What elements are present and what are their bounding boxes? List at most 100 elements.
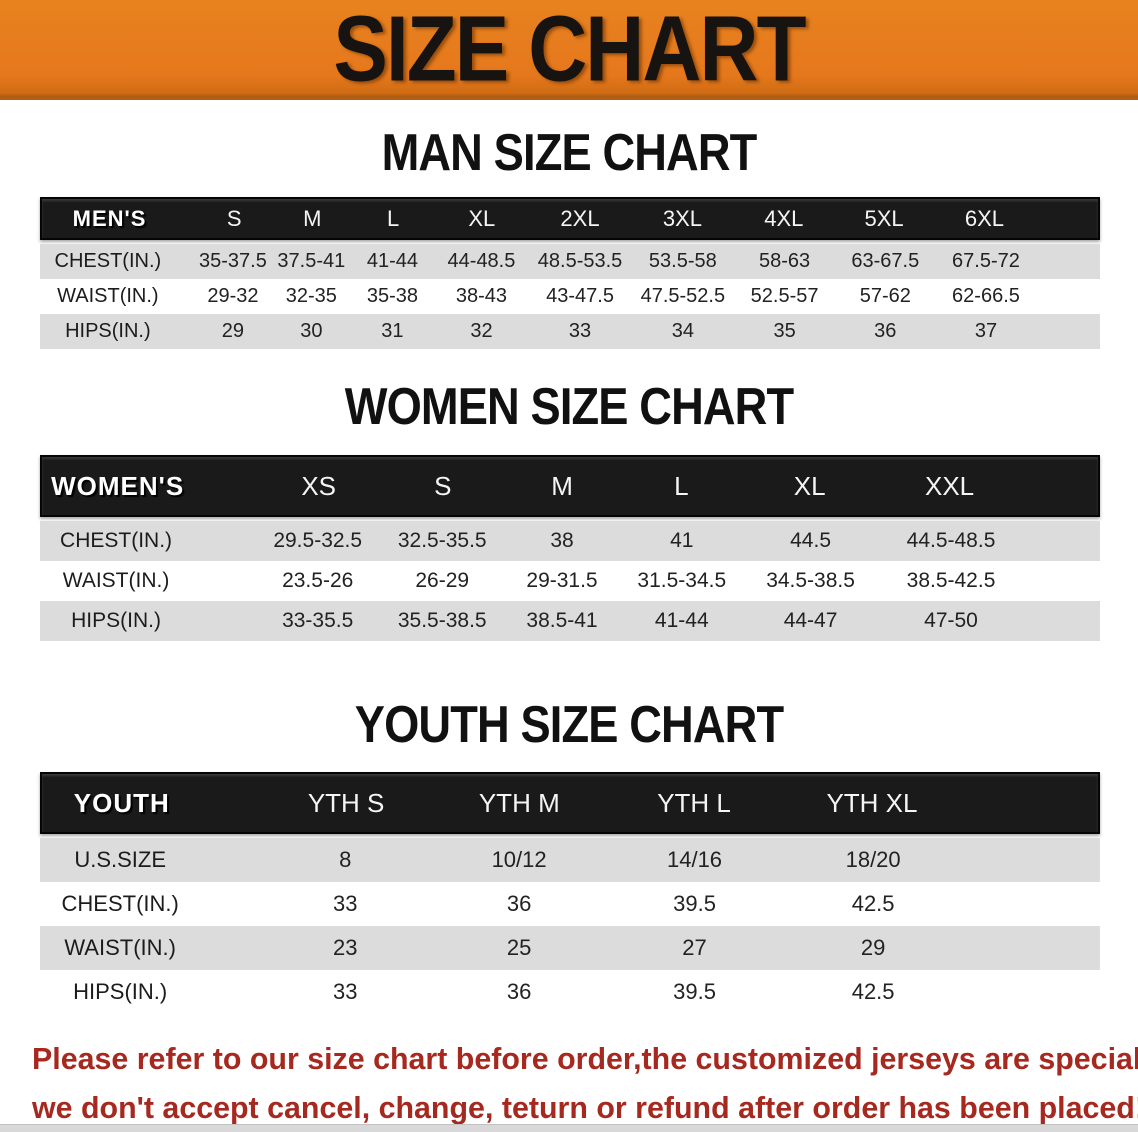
column-header-xs: XS: [301, 470, 336, 501]
row-label: WAIST(IN.): [57, 285, 159, 307]
youth-header-bar: YOUTH YTH S YTH M YTH L YTH XL: [40, 772, 1100, 834]
column-header-yth-m: YTH M: [478, 787, 560, 818]
size-value-cell: 38: [550, 529, 574, 552]
size-value-cell: 33: [333, 891, 358, 916]
size-value-cell: 33-35.5: [282, 609, 354, 632]
column-header-3xl: 3XL: [662, 205, 702, 231]
column-header-2xl: 2XL: [560, 205, 600, 231]
size-value-cell: 39.5: [673, 979, 716, 1004]
size-value-cell: 26-29: [415, 569, 470, 592]
row-label: WAIST(IN.): [62, 569, 170, 592]
size-value-cell: 18/20: [845, 847, 901, 872]
size-value-cell: 67.5-72: [952, 250, 1020, 272]
size-value-cell: 52.5-57: [750, 285, 819, 307]
size-value-cell: 63-67.5: [851, 250, 920, 272]
size-value-cell: 23.5-26: [282, 569, 354, 592]
men-s-header-bar: MEN'S S M L XL 2XL 3XL 4XL 5XL 6XL: [40, 197, 1100, 240]
size-value-cell: 36: [506, 979, 532, 1004]
column-header-xl: XL: [793, 470, 826, 501]
size-value-cell: 42.5: [851, 979, 895, 1004]
size-value-cell: 31: [381, 320, 404, 342]
column-header-l: L: [386, 205, 400, 231]
size-value-cell: 44-47: [783, 609, 838, 632]
size-value-cell: 47-50: [924, 609, 978, 632]
size-value-cell: 25: [506, 935, 532, 960]
size-value-cell: 43-47.5: [546, 285, 614, 307]
row-label: HIPS(IN.): [65, 320, 151, 342]
row-label: CHEST(IN.): [60, 529, 173, 552]
men-s-hips-in-row: HIPS(IN.) 29 30 31 32 33 34 35 36 37: [40, 314, 1100, 349]
youth-hips-in-row: HIPS(IN.) 33 36 39.5 42.5: [40, 970, 1100, 1014]
size-value-cell: 35: [773, 320, 796, 342]
women-s-waist-in-row: WAIST(IN.) 23.5-26 26-29 29-31.5 31.5-34.5 34…: [40, 561, 1100, 601]
order-disclaimer: Please refer to our size chart before or…: [0, 1034, 1138, 1132]
column-header-yth-xl: YTH XL: [826, 787, 918, 818]
size-value-cell: 42.5: [851, 891, 895, 916]
size-value-cell: 32.5-35.5: [397, 529, 487, 552]
row-label: U.S.SIZE: [74, 847, 167, 872]
disclaimer-line-1: Please refer to our size chart before or…: [32, 1041, 1138, 1076]
column-header-m: M: [303, 205, 322, 231]
size-value-cell: 32: [470, 320, 493, 342]
column-header-5xl: 5XL: [864, 205, 904, 231]
row-label: CHEST(IN.): [54, 250, 162, 272]
men-s-waist-in-row: WAIST(IN.) 29-32 32-35 35-38 38-43 43-47.5 47.…: [40, 279, 1100, 314]
column-header-6xl: 6XL: [964, 205, 1004, 231]
size-value-cell: 48.5-53.5: [537, 250, 623, 272]
size-value-cell: 29: [860, 935, 886, 960]
column-header-m: M: [551, 470, 573, 501]
row-label: HIPS(IN.): [71, 609, 161, 632]
men-s-table-label: MEN'S: [72, 205, 147, 231]
size-value-cell: 57-62: [859, 285, 911, 307]
men-s-chest-in-row: CHEST(IN.) 35-37.5 37.5-41 41-44 44-48.5 48.5…: [40, 244, 1100, 279]
banner-title: SIZE CHART: [333, 0, 806, 101]
size-value-cell: 23: [333, 935, 358, 960]
column-header-s: S: [226, 205, 242, 231]
size-chart-banner: SIZE CHART: [0, 0, 1138, 100]
size-value-cell: 35.5-38.5: [397, 609, 487, 632]
men-size-table: MEN'S S M L XL 2XL 3XL 4XL 5XL 6XL CHEST(IN.) 35-37…: [40, 197, 1100, 349]
size-value-cell: 41-44: [366, 250, 418, 272]
column-header-yth-l: YTH L: [657, 787, 731, 818]
size-value-cell: 38.5-42.5: [906, 569, 996, 592]
column-header-4xl: 4XL: [764, 205, 804, 231]
youth-size-table: YOUTH YTH S YTH M YTH L YTH XL U.S.SIZE 8 10/12…: [40, 772, 1100, 1014]
column-header-xxl: XXL: [925, 470, 975, 501]
size-value-cell: 29-31.5: [526, 569, 598, 592]
size-value-cell: 30: [300, 320, 323, 342]
column-header-s: S: [434, 470, 452, 501]
size-value-cell: 41: [670, 529, 694, 552]
size-value-cell: 31.5-34.5: [637, 569, 727, 592]
column-header-l: L: [674, 470, 689, 501]
size-value-cell: 29-32: [207, 285, 259, 307]
bottom-edge-strip: [0, 1124, 1138, 1132]
size-value-cell: 34.5-38.5: [766, 569, 855, 592]
women-s-hips-in-row: HIPS(IN.) 33-35.5 35.5-38.5 38.5-41 41-44 44-…: [40, 601, 1100, 641]
women-size-chart-heading: WOMEN SIZE CHART: [344, 378, 794, 436]
size-value-cell: 35-37.5: [198, 250, 267, 272]
row-label: WAIST(IN.): [64, 935, 176, 960]
size-value-cell: 14/16: [666, 847, 723, 872]
disclaimer-line-2: we don't accept cancel, change, teturn o…: [32, 1090, 1138, 1125]
size-value-cell: 53.5-58: [648, 250, 717, 272]
size-value-cell: 33: [333, 979, 358, 1004]
youth-waist-in-row: WAIST(IN.) 23 25 27 29: [40, 926, 1100, 970]
column-header-xl: XL: [468, 205, 496, 231]
youth-chest-in-row: CHEST(IN.) 33 36 39.5 42.5: [40, 882, 1100, 926]
size-value-cell: 44.5-48.5: [906, 529, 996, 552]
size-value-cell: 38-43: [455, 285, 508, 307]
row-label: CHEST(IN.): [61, 891, 179, 916]
size-value-cell: 32-35: [285, 285, 337, 307]
size-value-cell: 37.5-41: [277, 250, 346, 272]
size-value-cell: 36: [874, 320, 897, 342]
man-size-chart-heading: MAN SIZE CHART: [381, 124, 758, 182]
size-value-cell: 10/12: [491, 847, 547, 872]
size-value-cell: 44-48.5: [447, 250, 516, 272]
size-value-cell: 38.5-41: [526, 609, 598, 632]
women-s-chest-in-row: CHEST(IN.) 29.5-32.5 32.5-35.5 38 41 44.5 44.5…: [40, 521, 1100, 561]
size-value-cell: 41-44: [654, 609, 709, 632]
size-value-cell: 58-63: [759, 250, 811, 272]
size-value-cell: 47.5-52.5: [640, 285, 726, 307]
size-value-cell: 29: [221, 320, 245, 342]
column-header-yth-s: YTH S: [307, 787, 385, 818]
